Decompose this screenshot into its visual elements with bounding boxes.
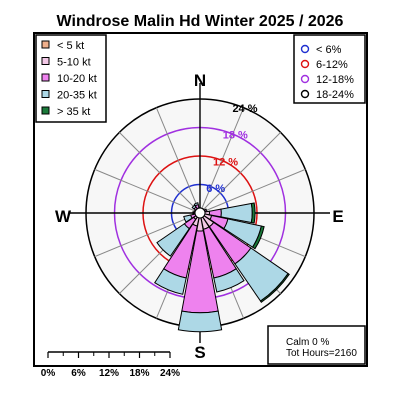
speed-legend-label-1: 5-10 kt: [57, 57, 91, 69]
speed-legend-label-0: < 5 kt: [57, 40, 84, 52]
speed-legend-swatch-0: [41, 40, 50, 49]
scale-label-2: 12%: [99, 368, 119, 379]
rose-ring-labels: 6 % 12 % 18 % 24 %: [206, 103, 257, 195]
spoke-45: [199, 132, 281, 214]
compass-east-label: E: [332, 207, 343, 226]
tot-hours-text: Tot Hours=2160: [286, 348, 357, 359]
speed-legend-label-4: > 35 kt: [57, 106, 90, 118]
rose-center-hub: [194, 207, 206, 219]
speed-legend-swatch-1: [41, 57, 50, 65]
compass-south-label: S: [194, 343, 205, 362]
speed-legend-label-2: 10-20 kt: [57, 73, 97, 85]
scale-label-1: 6%: [71, 368, 86, 379]
speed-legend-swatch-4: [41, 106, 50, 115]
speed-legend: < 5 kt 5-10 kt 10-20 kt 20-35 kt > 35 kt: [35, 34, 107, 123]
speed-legend-swatch-3: [41, 90, 50, 98]
scale-label-3: 18%: [129, 368, 149, 379]
petal-135-bin4: [259, 272, 290, 303]
spoke-315: [119, 132, 201, 214]
plot-frame: [33, 32, 368, 367]
ring-legend-marker-2: [300, 74, 310, 84]
ring-label-6: 6 %: [206, 183, 225, 195]
petal-225-bin3: [156, 223, 190, 257]
speed-legend-swatch-2: [41, 73, 50, 82]
compass-north-label: N: [194, 71, 206, 90]
ring-legend-label-1: 6-12%: [316, 59, 348, 71]
scale-label-4: 24%: [160, 368, 180, 379]
petal-202.5-bin3: [154, 268, 187, 295]
ring-legend-marker-3: [300, 89, 310, 99]
rose-petals: [154, 202, 290, 333]
ring-legend-marker-0: [300, 44, 310, 54]
ring-legend-label-2: 12-18%: [316, 74, 354, 86]
petal-112.5-bin4: [251, 225, 265, 250]
scale-bar: 0% 6% 12% 18% 24%: [41, 351, 180, 379]
petal-270-bin3: [192, 211, 195, 215]
scale-label-0: 0%: [41, 368, 56, 379]
compass-west-label: W: [55, 207, 72, 226]
speed-legend-label-3: 20-35 kt: [57, 90, 97, 102]
spoke-67.5: [199, 168, 306, 214]
spoke-292.5: [94, 168, 201, 214]
ring-legend-label-0: < 6%: [316, 44, 342, 56]
spoke-247.5: [94, 212, 201, 258]
chart-title: Windrose Malin Hd Winter 2025 / 2026: [57, 13, 344, 30]
ring-label-24: 24 %: [232, 103, 257, 115]
petal-180-bin3: [177, 310, 223, 333]
ring-label-18: 18 %: [223, 130, 248, 142]
ring-label-12: 12 %: [213, 156, 238, 168]
calm-text: Calm 0 %: [286, 337, 329, 348]
petal-337.5-bin3: [193, 202, 199, 207]
calm-box: Calm 0 % Tot Hours=2160: [267, 325, 366, 365]
ring-legend-marker-1: [300, 59, 310, 69]
ring-legend-label-3: 18-24%: [316, 89, 354, 101]
petal-157.5-bin3: [213, 268, 245, 293]
spoke-337.5: [155, 107, 201, 214]
spoke-22.5: [199, 107, 245, 214]
ring-legend: < 6% 6-12% 12-18% 18-24%: [293, 34, 366, 104]
petal-247.5-bin3: [183, 214, 193, 223]
petal-90-bin4: [250, 202, 256, 224]
